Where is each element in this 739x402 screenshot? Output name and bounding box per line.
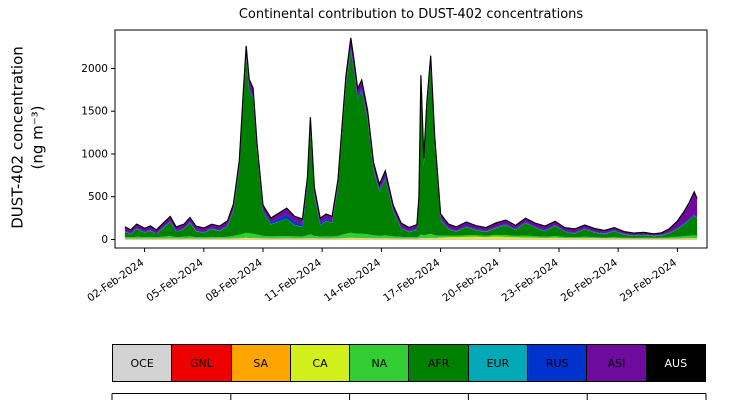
- legend-item-NA: NA: [349, 344, 410, 382]
- y-tick-label: 500: [88, 191, 108, 203]
- x-tick-label: 14-Feb-2024: [322, 256, 383, 304]
- x-tick-label: 23-Feb-2024: [500, 256, 561, 304]
- legend-item-OCE: OCE: [112, 344, 173, 382]
- legend-label: GNL: [190, 356, 213, 370]
- chart-title: Continental contribution to DUST-402 con…: [238, 7, 584, 22]
- x-tick-label: 08-Feb-2024: [204, 256, 265, 304]
- area-layer-ASI: [124, 38, 698, 236]
- legend-label: RUS: [545, 356, 569, 370]
- area-layer-CA: [124, 236, 698, 239]
- legend-label: NA: [371, 356, 388, 370]
- y-tick-label: 0: [101, 234, 108, 246]
- y-tick-label: 1000: [81, 149, 108, 161]
- area-layer-RUS: [124, 47, 698, 236]
- x-tick-label: 29-Feb-2024: [618, 256, 679, 304]
- x-axis: 02-Feb-202405-Feb-202408-Feb-202411-Feb-…: [85, 248, 679, 304]
- legend-label: AFR: [427, 356, 450, 370]
- legend-item-EUR: EUR: [467, 344, 529, 382]
- area-layer-AUS: [124, 37, 698, 234]
- legend-label: ASI: [607, 356, 626, 370]
- x-tick-label: 11-Feb-2024: [263, 256, 324, 304]
- x-tick-label: 02-Feb-2024: [85, 256, 146, 304]
- y-axis: 0 500 1000 1500 2000: [81, 63, 115, 246]
- area-layer-NA: [124, 232, 698, 239]
- legend-item-CA: CA: [289, 344, 351, 382]
- legend-label: SA: [253, 356, 269, 370]
- stack-total-outline: [124, 37, 698, 235]
- legend-item-SA: SA: [230, 344, 291, 382]
- x-tick-label: 17-Feb-2024: [381, 256, 442, 304]
- legend-label: AUS: [664, 356, 688, 370]
- legend-item-AUS: AUS: [645, 344, 706, 382]
- legend-label: EUR: [486, 356, 510, 370]
- legend-item-GNL: GNL: [171, 344, 232, 382]
- legend-label: OCE: [130, 356, 154, 370]
- y-tick-label: 2000: [81, 63, 108, 75]
- area-layer-AFR: [124, 50, 698, 238]
- legend: OCE GNL SA CA NA AFR EUR RUS ASI AUS: [112, 344, 706, 382]
- plot-border: [114, 29, 708, 249]
- legend-item-RUS: RUS: [527, 344, 588, 382]
- cropped-bottom-axis: [111, 393, 707, 400]
- y-axis-label-units: (ng m⁻³): [28, 105, 46, 170]
- stacked-layers: [124, 37, 698, 240]
- legend-item-ASI: ASI: [586, 344, 647, 382]
- x-tick-label: 05-Feb-2024: [144, 256, 205, 304]
- area-layer-EUR: [124, 50, 698, 237]
- x-tick-label: 20-Feb-2024: [440, 256, 501, 304]
- y-tick-label: 1500: [81, 106, 108, 118]
- y-axis-label: DUST-402 concentration (ng m⁻³): [9, 0, 48, 288]
- x-tick-label: 26-Feb-2024: [559, 256, 620, 304]
- legend-item-AFR: AFR: [408, 344, 469, 382]
- y-axis-label-text: DUST-402 concentration: [8, 46, 27, 229]
- legend-label: CA: [312, 356, 328, 370]
